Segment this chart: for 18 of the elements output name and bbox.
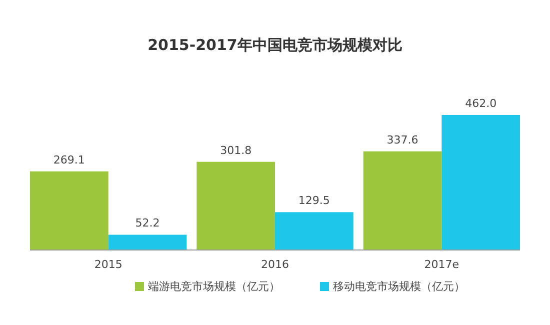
bar [363, 151, 442, 250]
bar [442, 115, 520, 250]
bar [196, 162, 275, 250]
bar [108, 234, 187, 250]
legend-label: 移动电竞市场规模（亿元） [333, 280, 465, 293]
data-label: 269.1 [53, 153, 85, 166]
legend-label: 端游电竞市场规模（亿元） [148, 280, 280, 293]
bar [275, 212, 354, 250]
data-label: 52.2 [135, 216, 160, 230]
chart-title: 2015-2017年中国电竞市场规模对比 [148, 36, 402, 54]
x-tick-label: 2016 [261, 258, 289, 271]
x-tick-label: 2017e [424, 258, 460, 271]
bar [30, 171, 108, 250]
data-label: 462.0 [465, 97, 497, 110]
data-label: 301.8 [220, 144, 252, 157]
x-tick-label: 2015 [94, 258, 122, 271]
data-label: 129.5 [298, 194, 330, 208]
data-label: 337.6 [386, 133, 418, 146]
